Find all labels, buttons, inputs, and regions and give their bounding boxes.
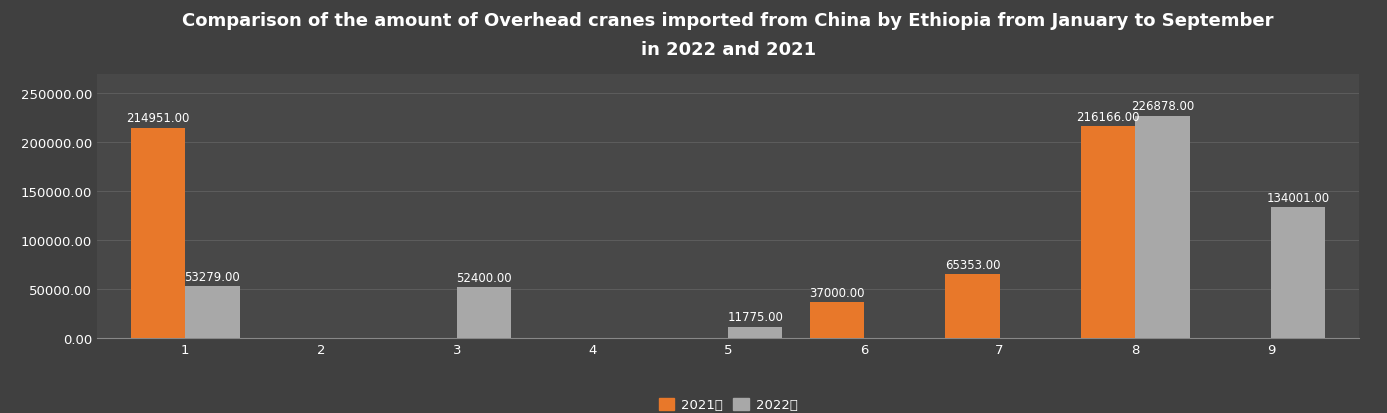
- Legend: 2021年, 2022年: 2021年, 2022年: [653, 393, 803, 413]
- Text: 37000.00: 37000.00: [809, 286, 864, 299]
- Text: 52400.00: 52400.00: [456, 271, 512, 284]
- Text: 65353.00: 65353.00: [945, 258, 1000, 271]
- Text: 214951.00: 214951.00: [126, 112, 190, 125]
- Text: 53279.00: 53279.00: [184, 270, 240, 283]
- Text: 226878.00: 226878.00: [1130, 100, 1194, 113]
- Bar: [1270, 207, 1326, 339]
- Text: 11775.00: 11775.00: [727, 311, 784, 324]
- Bar: [456, 287, 510, 339]
- Title: Comparison of the amount of Overhead cranes imported from China by Ethiopia from: Comparison of the amount of Overhead cra…: [183, 12, 1273, 59]
- Bar: [1080, 127, 1136, 339]
- Bar: [810, 302, 864, 339]
- Bar: [130, 128, 186, 339]
- Text: 216166.00: 216166.00: [1076, 111, 1140, 123]
- Bar: [1136, 116, 1190, 339]
- Bar: [728, 327, 782, 339]
- Text: 134001.00: 134001.00: [1266, 191, 1330, 204]
- Bar: [946, 275, 1000, 339]
- Bar: [186, 287, 240, 339]
